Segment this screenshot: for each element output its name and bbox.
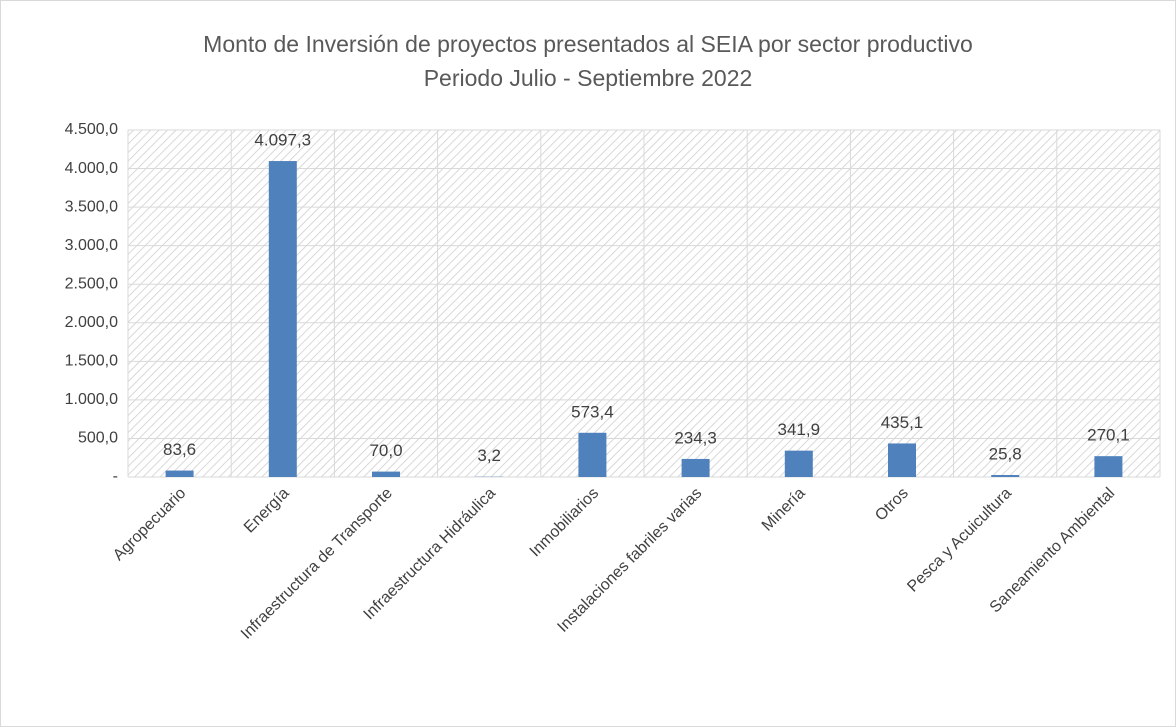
bar bbox=[372, 471, 400, 477]
data-label: 573,4 bbox=[571, 402, 614, 421]
y-tick-label: 4.500,0 bbox=[65, 121, 118, 138]
data-label: 270,1 bbox=[1087, 426, 1130, 445]
bar bbox=[578, 432, 607, 477]
bar bbox=[991, 475, 1020, 477]
y-tick-label: 2.500,0 bbox=[65, 275, 118, 292]
bar bbox=[165, 470, 194, 477]
y-tick-label: 1.000,0 bbox=[65, 391, 118, 408]
data-label: 4.097,3 bbox=[254, 131, 311, 150]
data-label: 83,6 bbox=[163, 440, 196, 459]
chart-subtitle: Periodo Julio - Septiembre 2022 bbox=[424, 65, 753, 91]
bar bbox=[1094, 456, 1123, 477]
y-tick-label: 1.500,0 bbox=[65, 353, 118, 370]
y-tick-label: - bbox=[113, 468, 118, 485]
data-label: 3,2 bbox=[477, 446, 501, 465]
data-label: 341,9 bbox=[778, 420, 821, 439]
y-tick-label: 2.000,0 bbox=[65, 314, 118, 331]
bar bbox=[268, 161, 297, 477]
y-tick-label: 4.000,0 bbox=[65, 160, 118, 177]
y-tick-label: 3.000,0 bbox=[65, 237, 118, 254]
y-tick-label: 3.500,0 bbox=[65, 198, 118, 215]
bar bbox=[681, 458, 710, 477]
data-label: 435,1 bbox=[881, 413, 924, 432]
bar bbox=[888, 443, 916, 477]
y-tick-label: 500,0 bbox=[78, 430, 118, 447]
chart-title: Monto de Inversión de proyectos presenta… bbox=[203, 31, 973, 57]
bar bbox=[784, 450, 813, 477]
data-label: 70,0 bbox=[369, 441, 402, 460]
data-label: 234,3 bbox=[674, 428, 717, 447]
data-label: 25,8 bbox=[989, 444, 1022, 463]
